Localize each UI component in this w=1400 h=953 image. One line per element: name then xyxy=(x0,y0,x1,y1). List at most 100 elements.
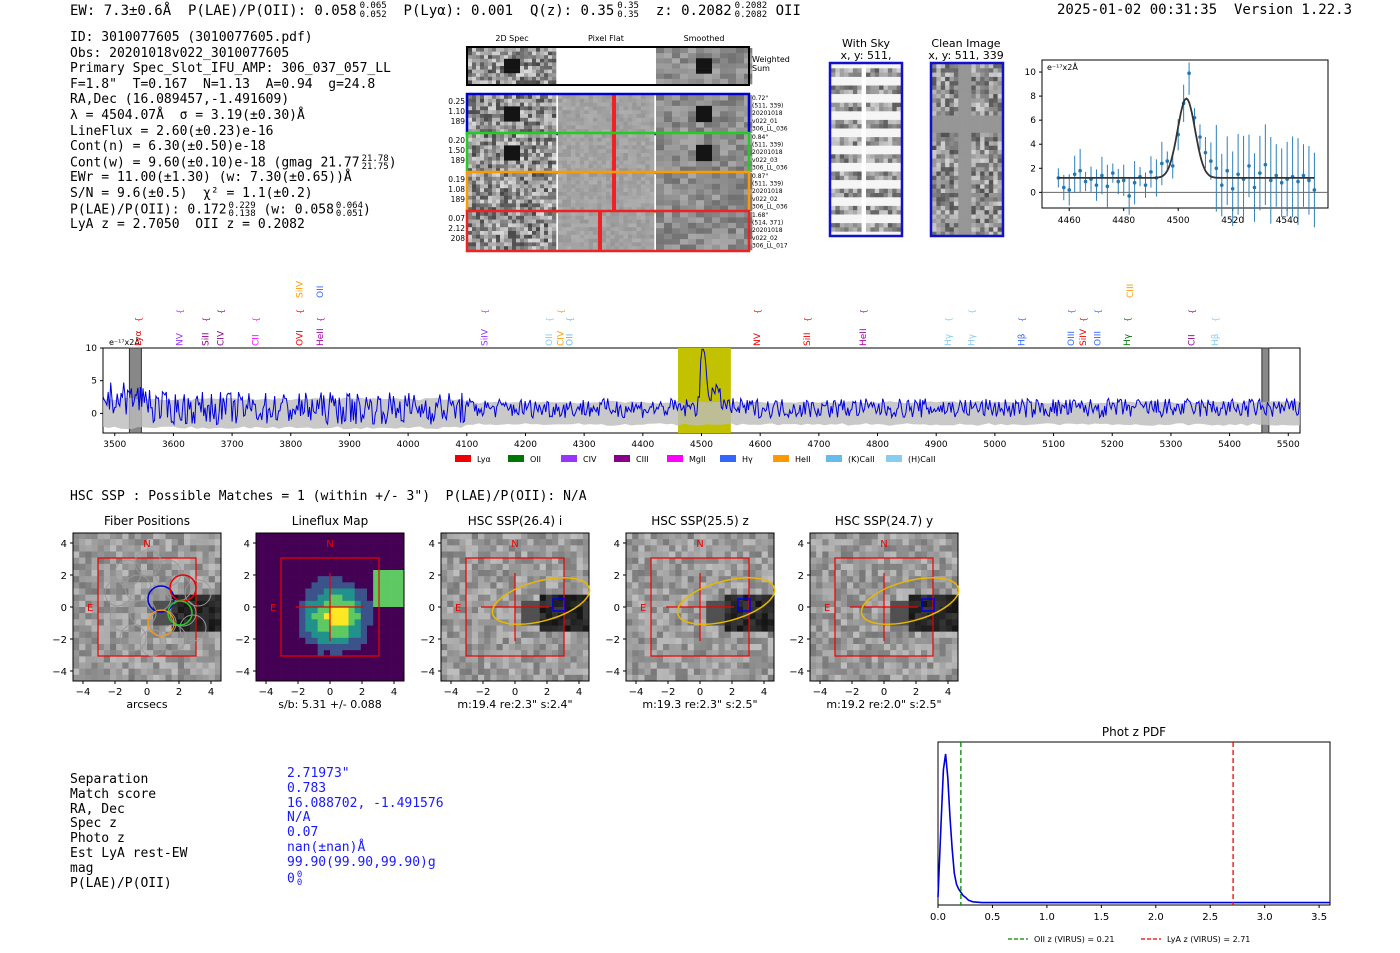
cutout-pixel xyxy=(520,192,525,197)
stamp-pixel xyxy=(91,563,98,571)
stamp-pixel xyxy=(165,625,172,632)
cutout-pixel xyxy=(584,160,589,165)
sky-pixel xyxy=(962,119,968,125)
cutout-pixel xyxy=(488,98,493,103)
sky-pixel xyxy=(887,141,893,146)
cutout-pixel xyxy=(606,242,611,247)
stamp-pixel xyxy=(256,600,263,608)
cutout-pixel xyxy=(619,219,624,224)
cutout-pixel xyxy=(472,141,477,146)
stamp-pixel xyxy=(256,539,263,546)
sky-pixel xyxy=(967,98,972,103)
sky-pixel xyxy=(975,68,981,73)
cutout-pixel xyxy=(524,223,529,228)
cutout-pixel xyxy=(627,117,633,122)
stamp-pixel xyxy=(128,637,135,645)
cutout-pixel xyxy=(516,145,521,150)
cutout-pixel xyxy=(736,111,745,118)
cutout-pixel xyxy=(516,212,521,217)
cutout-pixel xyxy=(571,188,576,193)
cutout-pixel xyxy=(636,192,642,197)
cutout-pixel xyxy=(500,73,505,78)
cutout-pixel xyxy=(614,207,620,212)
cutout-pixel xyxy=(632,192,637,197)
sky-pixel xyxy=(975,102,981,108)
cutout-pixel xyxy=(544,48,549,52)
sky-pixel xyxy=(936,141,942,146)
cutout-pixel xyxy=(500,160,505,165)
sky-pixel xyxy=(936,210,942,215)
stamp-pixel xyxy=(97,600,105,608)
sky-pixel xyxy=(892,145,897,151)
sky-pixel xyxy=(861,218,867,224)
cutout-pixel xyxy=(540,234,545,239)
sky-pixel xyxy=(879,68,884,73)
weighted-sum-label: Weighted xyxy=(752,55,790,64)
sky-pixel xyxy=(870,85,876,91)
cutout-pixel xyxy=(480,141,485,146)
stamp-pixel xyxy=(379,570,386,577)
sky-pixel xyxy=(958,201,963,207)
sky-pixel xyxy=(967,154,972,159)
cutout-pixel xyxy=(558,153,563,158)
cutout-pixel xyxy=(645,215,650,220)
sky-pixel xyxy=(835,227,841,232)
sky-pixel xyxy=(892,167,897,172)
cutout-pixel xyxy=(552,80,557,85)
cutout-pixel xyxy=(588,168,594,173)
cutout-pixel xyxy=(520,215,525,220)
sky-pixel xyxy=(848,85,854,91)
cutout-pixel xyxy=(680,178,689,185)
stamp-pixel xyxy=(91,576,98,583)
sky-pixel xyxy=(883,171,889,177)
spectral-line-brace: { xyxy=(480,309,489,314)
stamp-pixel xyxy=(116,533,123,540)
stamp-pixel xyxy=(293,533,300,540)
stamp-pixel xyxy=(79,582,86,589)
info-line: EWr = 11.00(±1.30) (w: 7.30(±0.65))Å xyxy=(70,170,352,186)
stamp-pixel xyxy=(286,570,294,577)
cutout-pixel xyxy=(558,156,563,161)
stamp-pixel xyxy=(122,557,129,565)
cutout-pixel xyxy=(488,160,493,165)
sky-pixel xyxy=(962,111,968,116)
stamp-x-tick-label: 2 xyxy=(176,687,182,698)
cutout-pixel xyxy=(548,129,553,134)
stamp-pixel xyxy=(317,613,325,620)
cutout-pixel xyxy=(484,121,489,126)
stamp-pixel xyxy=(116,650,123,657)
stamp-pixel xyxy=(348,576,355,583)
cutout-pixel xyxy=(524,231,529,236)
stamp-pixel xyxy=(140,637,148,645)
cutout-pixel xyxy=(548,48,553,52)
sky-pixel xyxy=(883,175,889,181)
cutout-pixel xyxy=(544,199,549,204)
legend-label: HeII xyxy=(795,455,811,464)
cutout-pixel xyxy=(536,48,541,52)
cutout-pixel xyxy=(492,180,497,185)
cutout-pixel xyxy=(524,212,529,217)
cutout-pixel xyxy=(680,127,689,134)
stamp-pixel xyxy=(97,631,105,639)
stamp-pixel xyxy=(354,588,362,595)
cutout-pixel xyxy=(492,164,497,169)
cutout-pixel xyxy=(492,188,497,193)
cutout-pixel xyxy=(704,58,713,64)
cutout-pixel xyxy=(579,129,585,134)
sky-pixel xyxy=(887,162,893,168)
stamp-pixel xyxy=(202,551,209,558)
sky-pixel xyxy=(874,154,880,159)
stamp-pixel xyxy=(342,588,349,595)
cutout-pixel xyxy=(656,134,665,140)
cutout-pixel xyxy=(558,134,563,139)
cutout-pixel xyxy=(640,106,646,111)
cutout-pixel xyxy=(720,48,729,54)
sky-pixel xyxy=(945,124,950,129)
stamp-pixel xyxy=(379,613,386,620)
sky-pixel xyxy=(879,94,884,99)
stamp-pixel xyxy=(97,551,105,558)
sky-pixel xyxy=(967,227,972,232)
cutout-pixel xyxy=(623,195,629,200)
sky-pixel xyxy=(852,81,858,86)
cutout-pixel xyxy=(536,98,541,103)
